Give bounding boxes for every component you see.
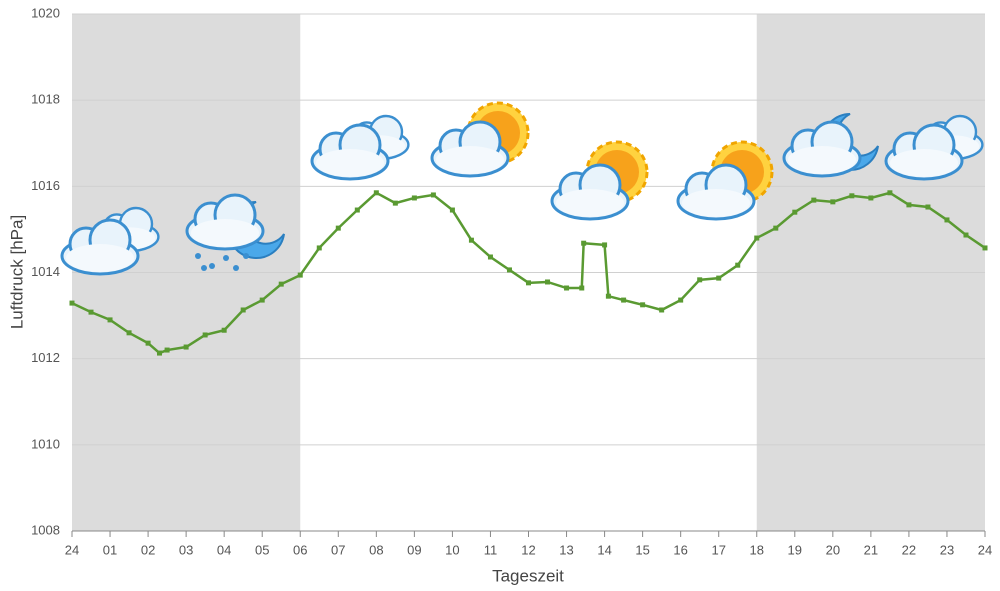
data-point: [145, 340, 151, 346]
y-tick-label: 1016: [31, 178, 60, 193]
x-tick-label: 11: [484, 542, 498, 557]
data-point: [564, 285, 570, 291]
y-tick-label: 1020: [31, 5, 60, 20]
data-point: [202, 332, 208, 338]
data-point: [487, 254, 493, 260]
data-point: [240, 307, 246, 313]
x-tick-label: 20: [826, 542, 840, 557]
data-point: [88, 309, 94, 315]
x-tick-label: 24: [65, 542, 79, 557]
pressure-line: [71, 191, 986, 355]
data-point: [297, 272, 303, 278]
data-point: [906, 202, 912, 208]
y-tick-label: 1012: [31, 350, 60, 365]
data-point: [602, 242, 608, 248]
data-point: [506, 267, 512, 273]
x-tick-label: 23: [940, 542, 954, 557]
y-axis-title: Luftdruck [hPa]: [7, 215, 26, 329]
x-tick-label: 24: [978, 542, 992, 557]
x-tick-label: 12: [521, 542, 535, 557]
data-point: [354, 207, 360, 213]
data-point: [449, 207, 455, 213]
x-tick-label: 03: [179, 542, 193, 557]
y-tick-label: 1014: [31, 264, 60, 279]
data-point: [963, 232, 969, 238]
data-point: [792, 209, 798, 215]
x-tick-label: 08: [369, 542, 383, 557]
x-axis-title: Tageszeit: [492, 566, 564, 585]
data-point: [811, 197, 817, 203]
data-point: [925, 204, 931, 210]
x-tick-label: 14: [597, 542, 611, 557]
data-point: [640, 302, 646, 308]
data-point: [887, 190, 893, 196]
x-tick-label: 04: [217, 542, 231, 557]
data-point: [849, 193, 855, 199]
data-point: [156, 350, 162, 356]
data-point: [621, 297, 627, 303]
x-tick-label: 02: [141, 542, 155, 557]
x-tick-label: 22: [902, 542, 916, 557]
data-point: [579, 285, 585, 291]
data-point: [678, 297, 684, 303]
x-tick-label: 13: [559, 542, 573, 557]
weather-icons: [60, 101, 984, 276]
data-point: [830, 199, 836, 205]
data-point: [392, 200, 398, 206]
data-point: [545, 279, 551, 285]
data-point: [773, 225, 779, 231]
data-point: [259, 297, 265, 303]
x-tick-label: 09: [407, 542, 421, 557]
x-tick-label: 05: [255, 542, 269, 557]
data-point: [430, 192, 436, 198]
data-point: [982, 245, 988, 251]
x-tick-label: 16: [673, 542, 687, 557]
data-point: [373, 190, 379, 196]
data-point: [468, 237, 474, 243]
x-tick-label: 01: [103, 542, 117, 557]
data-point: [411, 195, 417, 201]
y-tick-label: 1018: [31, 92, 60, 107]
x-tick-label: 18: [750, 542, 764, 557]
data-point: [221, 327, 227, 333]
data-point: [868, 195, 874, 201]
data-point: [659, 307, 665, 313]
x-tick-label: 21: [864, 542, 878, 557]
data-point: [278, 281, 284, 287]
data-point: [944, 217, 950, 223]
data-point: [526, 280, 531, 286]
y-tick-label: 1008: [31, 522, 60, 537]
data-point: [164, 347, 170, 353]
x-tick-label: 17: [711, 542, 725, 557]
data-point: [183, 344, 189, 350]
x-tick-label: 19: [788, 542, 802, 557]
data-point: [735, 262, 741, 268]
data-point: [581, 240, 587, 246]
data-point: [335, 225, 341, 231]
y-tick-label: 1010: [31, 436, 60, 451]
data-point: [697, 277, 703, 283]
data-point: [716, 275, 722, 281]
x-tick-label: 06: [293, 542, 307, 557]
x-tick-label: 07: [331, 542, 345, 557]
data-point: [754, 235, 760, 241]
data-point: [605, 293, 611, 299]
x-tick-label: 10: [445, 542, 459, 557]
data-point: [126, 330, 132, 336]
data-point: [107, 317, 113, 323]
data-point: [69, 300, 75, 306]
data-point: [316, 245, 322, 251]
x-tick-label: 15: [635, 542, 649, 557]
